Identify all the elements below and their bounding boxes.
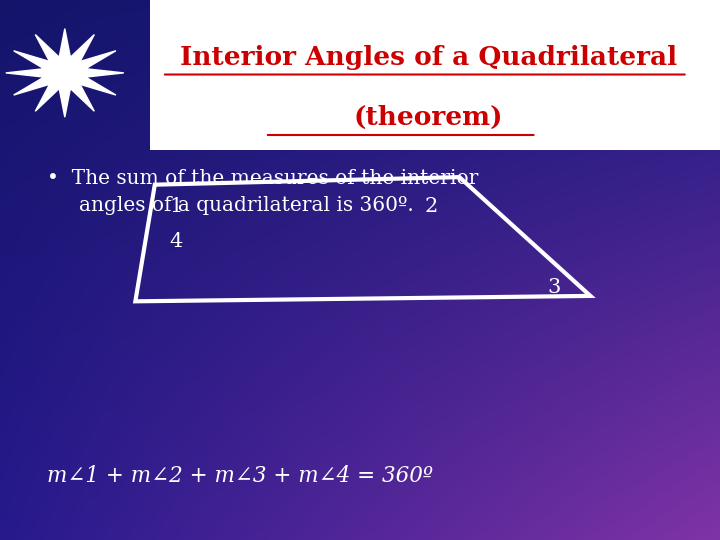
Text: angles of a quadrilateral is 360º.: angles of a quadrilateral is 360º.: [79, 195, 414, 215]
Text: 1: 1: [169, 197, 183, 215]
Text: (theorem): (theorem): [354, 105, 503, 130]
Text: 3: 3: [547, 278, 561, 296]
Bar: [150, 0, 720, 150]
Polygon shape: [6, 29, 124, 117]
Text: 4: 4: [169, 232, 182, 251]
Text: •  The sum of the measures of the interior: • The sum of the measures of the interio…: [47, 168, 478, 188]
Text: 2: 2: [425, 197, 438, 215]
Text: m∠1 + m∠2 + m∠3 + m∠4 = 360º: m∠1 + m∠2 + m∠3 + m∠4 = 360º: [47, 465, 433, 487]
Text: Interior Angles of a Quadrilateral: Interior Angles of a Quadrilateral: [180, 45, 677, 70]
